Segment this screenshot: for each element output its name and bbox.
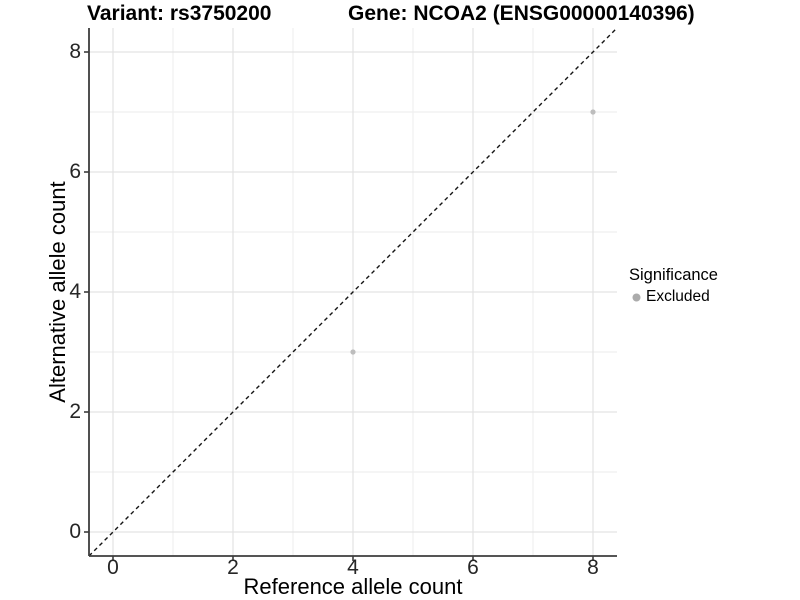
x-tick-label: 6: [467, 556, 479, 579]
x-tick-label: 2: [227, 556, 239, 579]
x-axis-title: Reference allele count: [243, 574, 463, 599]
identity-line: [88, 27, 618, 557]
legend-title: Significance: [629, 266, 718, 284]
y-tick-label: 2: [69, 400, 81, 423]
legend-excluded-dot-icon: [632, 293, 641, 301]
plot-title-variant: Variant: rs3750200: [87, 2, 272, 25]
data-point: [590, 109, 596, 115]
legend-item-excluded: Excluded: [629, 288, 718, 306]
legend: Significance Excluded: [629, 265, 718, 306]
y-tick-label: 0: [69, 520, 81, 543]
y-tick-label: 4: [69, 280, 81, 303]
y-axis-title: Alternative allele count: [45, 181, 70, 403]
x-tick-label: 0: [107, 556, 119, 579]
data-point: [350, 349, 356, 355]
legend-item-label: Excluded: [646, 288, 710, 305]
y-tick-label: 6: [69, 160, 81, 183]
x-tick-label: 4: [347, 556, 359, 579]
plot-title-gene: Gene: NCOA2 (ENSG00000140396): [348, 2, 695, 25]
x-tick-label: 8: [587, 556, 599, 579]
y-tick-label: 8: [69, 40, 81, 63]
